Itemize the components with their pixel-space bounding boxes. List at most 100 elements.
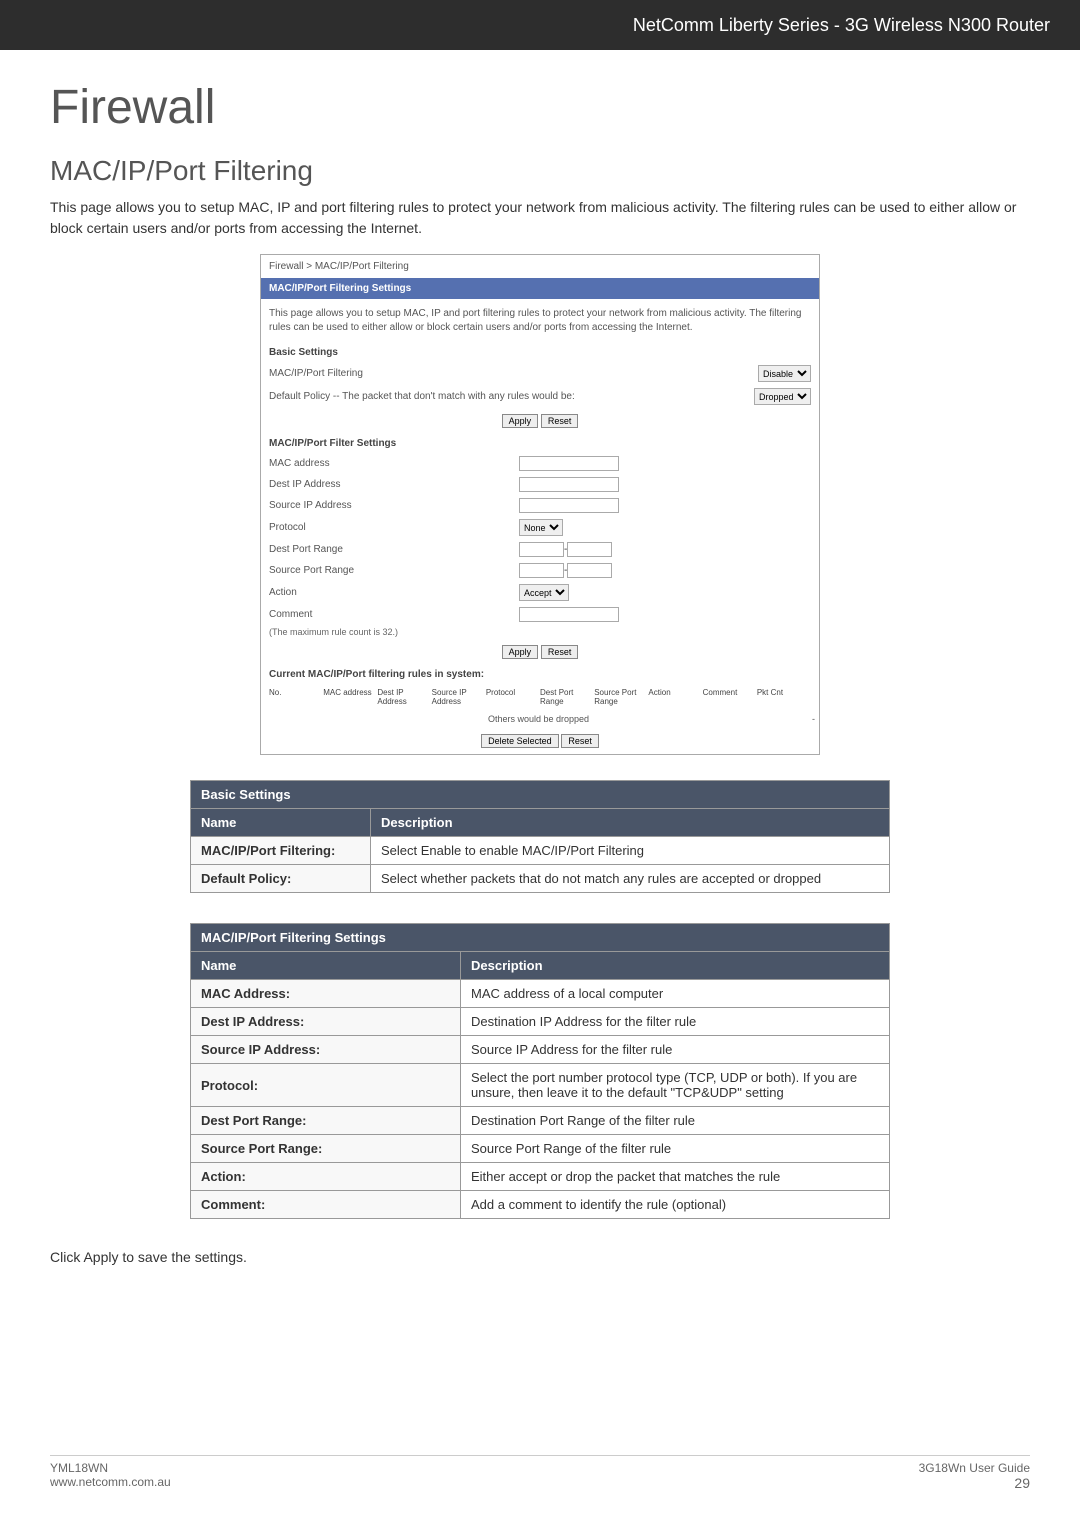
ss-row-sport: Source Port Range - [261, 560, 819, 581]
ss-row-mac: MAC address [261, 453, 819, 474]
ss-reset-button-2[interactable]: Reset [541, 645, 579, 659]
ss-comment-input[interactable] [519, 607, 619, 622]
ss-col-mac: MAC address [323, 688, 377, 706]
ss-dport-input-1[interactable] [519, 542, 564, 557]
ss-btns-2: Apply Reset [261, 639, 819, 665]
cell-name: Action: [191, 1163, 461, 1191]
footer-url: www.netcomm.com.au [50, 1475, 171, 1489]
table-row: Dest Port Range:Destination Port Range o… [191, 1107, 890, 1135]
ss-policy-select[interactable]: Dropped [754, 388, 811, 405]
ss-filtering-label: MAC/IP/Port Filtering [269, 368, 519, 379]
ss-desc: This page allows you to setup MAC, IP an… [261, 299, 819, 343]
filter-settings-table: MAC/IP/Port Filtering Settings Name Desc… [190, 923, 890, 1219]
filter-col-name: Name [191, 952, 461, 980]
table-row: Action:Either accept or drop the packet … [191, 1163, 890, 1191]
table-row: MAC Address:MAC address of a local compu… [191, 980, 890, 1008]
filter-col-desc: Description [461, 952, 890, 980]
page-content: Firewall MAC/IP/Port Filtering This page… [0, 50, 1080, 1305]
ss-table-head: No. MAC address Dest IP Address Source I… [261, 684, 819, 710]
ss-action-label: Action [269, 587, 519, 598]
ss-dip-label: Dest IP Address [269, 479, 519, 490]
ss-basic-section: Basic Settings [261, 343, 819, 362]
cell-name: MAC/IP/Port Filtering: [191, 837, 371, 865]
basic-settings-table: Basic Settings Name Description MAC/IP/P… [190, 780, 890, 893]
ss-row-dip: Dest IP Address [261, 474, 819, 495]
ss-policy-label: Default Policy -- The packet that don't … [269, 391, 619, 402]
table-row: Source IP Address:Source IP Address for … [191, 1036, 890, 1064]
top-bar: NetComm Liberty Series - 3G Wireless N30… [0, 0, 1080, 50]
cell-name: MAC Address: [191, 980, 461, 1008]
basic-table-title: Basic Settings [191, 781, 890, 809]
ss-col-pkt: Pkt Cnt [757, 688, 811, 706]
ss-sport-input-2[interactable] [567, 563, 612, 578]
footer-left: YML18WN www.netcomm.com.au [50, 1461, 171, 1491]
cell-name: Dest IP Address: [191, 1008, 461, 1036]
table-row: Default Policy:Select whether packets th… [191, 865, 890, 893]
cell-desc: MAC address of a local computer [461, 980, 890, 1008]
product-title: NetComm Liberty Series - 3G Wireless N30… [633, 15, 1050, 36]
ss-reset-button-3[interactable]: Reset [561, 734, 599, 748]
screenshot-container: Firewall > MAC/IP/Port Filtering MAC/IP/… [50, 254, 1030, 755]
ss-col-action: Action [648, 688, 702, 706]
ss-apply-button-2[interactable]: Apply [502, 645, 539, 659]
ss-col-no: No. [269, 688, 323, 706]
page-footer: YML18WN www.netcomm.com.au 3G18Wn User G… [50, 1455, 1030, 1491]
cell-name: Source Port Range: [191, 1135, 461, 1163]
ss-row-filtering: MAC/IP/Port Filtering Disable [261, 362, 819, 385]
ss-dport-label: Dest Port Range [269, 544, 519, 555]
cell-desc: Source IP Address for the filter rule [461, 1036, 890, 1064]
ss-col-proto: Protocol [486, 688, 540, 706]
ss-breadcrumb: Firewall > MAC/IP/Port Filtering [261, 255, 819, 278]
basic-col-name: Name [191, 809, 371, 837]
ss-apply-button-1[interactable]: Apply [502, 414, 539, 428]
cell-desc: Select Enable to enable MAC/IP/Port Filt… [371, 837, 890, 865]
ss-sip-label: Source IP Address [269, 500, 519, 511]
basic-col-desc: Description [371, 809, 890, 837]
ss-btns-1: Apply Reset [261, 408, 819, 434]
ss-sport-label: Source Port Range [269, 565, 519, 576]
page-title-h1: Firewall [50, 80, 1030, 135]
ss-filtering-select[interactable]: Disable [758, 365, 811, 382]
cell-name: Source IP Address: [191, 1036, 461, 1064]
footer-right: 3G18Wn User Guide 29 [919, 1461, 1030, 1491]
footer-guide: 3G18Wn User Guide [919, 1461, 1030, 1475]
ss-max-note: (The maximum rule count is 32.) [261, 625, 819, 639]
ss-reset-button-1[interactable]: Reset [541, 414, 579, 428]
table-row: Source Port Range:Source Port Range of t… [191, 1135, 890, 1163]
cell-name: Default Policy: [191, 865, 371, 893]
ss-col-comment: Comment [703, 688, 757, 706]
footer-page-number: 29 [919, 1475, 1030, 1491]
ss-row-proto: ProtocolNone [261, 516, 819, 539]
ss-dip-input[interactable] [519, 477, 619, 492]
cell-desc: Source Port Range of the filter rule [461, 1135, 890, 1163]
ss-proto-select[interactable]: None [519, 519, 563, 536]
ss-mac-input[interactable] [519, 456, 619, 471]
table-row: Dest IP Address:Destination IP Address f… [191, 1008, 890, 1036]
ss-current-section: Current MAC/IP/Port filtering rules in s… [261, 665, 819, 684]
ss-row-dport: Dest Port Range - [261, 539, 819, 560]
ss-delete-button[interactable]: Delete Selected [481, 734, 559, 748]
table-row: Comment:Add a comment to identify the ru… [191, 1191, 890, 1219]
ss-row-comment: Comment [261, 604, 819, 625]
ss-heading: MAC/IP/Port Filtering Settings [261, 278, 819, 299]
cell-desc: Select the port number protocol type (TC… [461, 1064, 890, 1107]
intro-text: This page allows you to setup MAC, IP an… [50, 197, 1030, 239]
ss-row-action: ActionAccept [261, 581, 819, 604]
ss-col-sip: Source IP Address [432, 688, 486, 706]
cell-name: Protocol: [191, 1064, 461, 1107]
ss-col-sport: Source Port Range [594, 688, 648, 706]
cell-desc: Add a comment to identify the rule (opti… [461, 1191, 890, 1219]
ss-proto-label: Protocol [269, 522, 519, 533]
table-row: Protocol:Select the port number protocol… [191, 1064, 890, 1107]
ss-sip-input[interactable] [519, 498, 619, 513]
ss-row-policy: Default Policy -- The packet that don't … [261, 385, 819, 408]
ss-filter-section: MAC/IP/Port Filter Settings [261, 434, 819, 453]
ss-sport-input-1[interactable] [519, 563, 564, 578]
apply-note: Click Apply to save the settings. [50, 1249, 1030, 1265]
ss-action-select[interactable]: Accept [519, 584, 569, 601]
cell-name: Dest Port Range: [191, 1107, 461, 1135]
cell-name: Comment: [191, 1191, 461, 1219]
ss-col-dport: Dest Port Range [540, 688, 594, 706]
footer-model: YML18WN [50, 1461, 171, 1475]
ss-dport-input-2[interactable] [567, 542, 612, 557]
